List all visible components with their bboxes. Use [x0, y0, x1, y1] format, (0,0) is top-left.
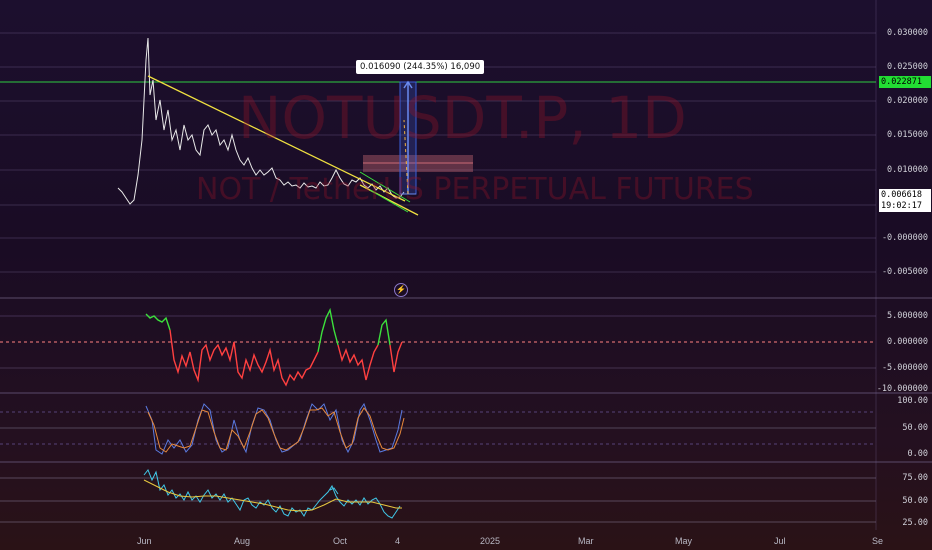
- date-axis-label: Aug: [234, 536, 251, 546]
- date-axis-label: 4: [395, 536, 401, 546]
- lightning-icon[interactable]: ⚡: [394, 283, 408, 297]
- target-price-tag: 0.022871: [879, 76, 931, 88]
- date-axis-label: May: [675, 536, 693, 546]
- countdown-tag: 19:02:17: [879, 200, 931, 212]
- osc2-axis-label: 100.00: [897, 396, 928, 406]
- osc3-axis-label: 25.00: [902, 518, 928, 528]
- osc1-axis-label: -5.000000: [881, 363, 928, 373]
- date-axis-label: Jul: [774, 536, 786, 546]
- date-axis-label: Oct: [333, 536, 348, 546]
- price-axis-label: -0.005000: [881, 267, 928, 277]
- current-price-tag: 0.006618: [879, 189, 931, 201]
- price-axis-label: 0.015000: [887, 130, 928, 140]
- osc1-axis-label: 5.000000: [887, 311, 928, 321]
- measure-label: 0.016090 (244.35%) 16,090: [356, 60, 485, 74]
- osc3-axis-label: 75.00: [902, 473, 928, 483]
- price-axis-label: -0.000000: [881, 233, 928, 243]
- osc2-axis-label: 0.00: [907, 449, 928, 459]
- date-axis-label: 2025: [480, 536, 501, 546]
- date-axis-label: Se: [872, 536, 884, 546]
- price-axis-label: 0.010000: [887, 165, 928, 175]
- osc1-axis-label: 0.000000: [887, 337, 928, 347]
- description-watermark: NOT / TetherUS PERPETUAL FUTURES: [196, 172, 754, 207]
- osc2-axis-label: 50.00: [902, 423, 928, 433]
- date-axis-label: Jun: [137, 536, 152, 546]
- osc1-axis-label: -10.000000: [876, 384, 928, 394]
- osc3-axis-label: 50.00: [902, 496, 928, 506]
- symbol-watermark: NOTUSDT.P, 1D: [238, 84, 687, 152]
- price-axis-label: 0.020000: [887, 96, 928, 106]
- date-axis-label: Mar: [578, 536, 594, 546]
- price-axis-label: 0.025000: [887, 62, 928, 72]
- price-axis-label: 0.030000: [887, 28, 928, 38]
